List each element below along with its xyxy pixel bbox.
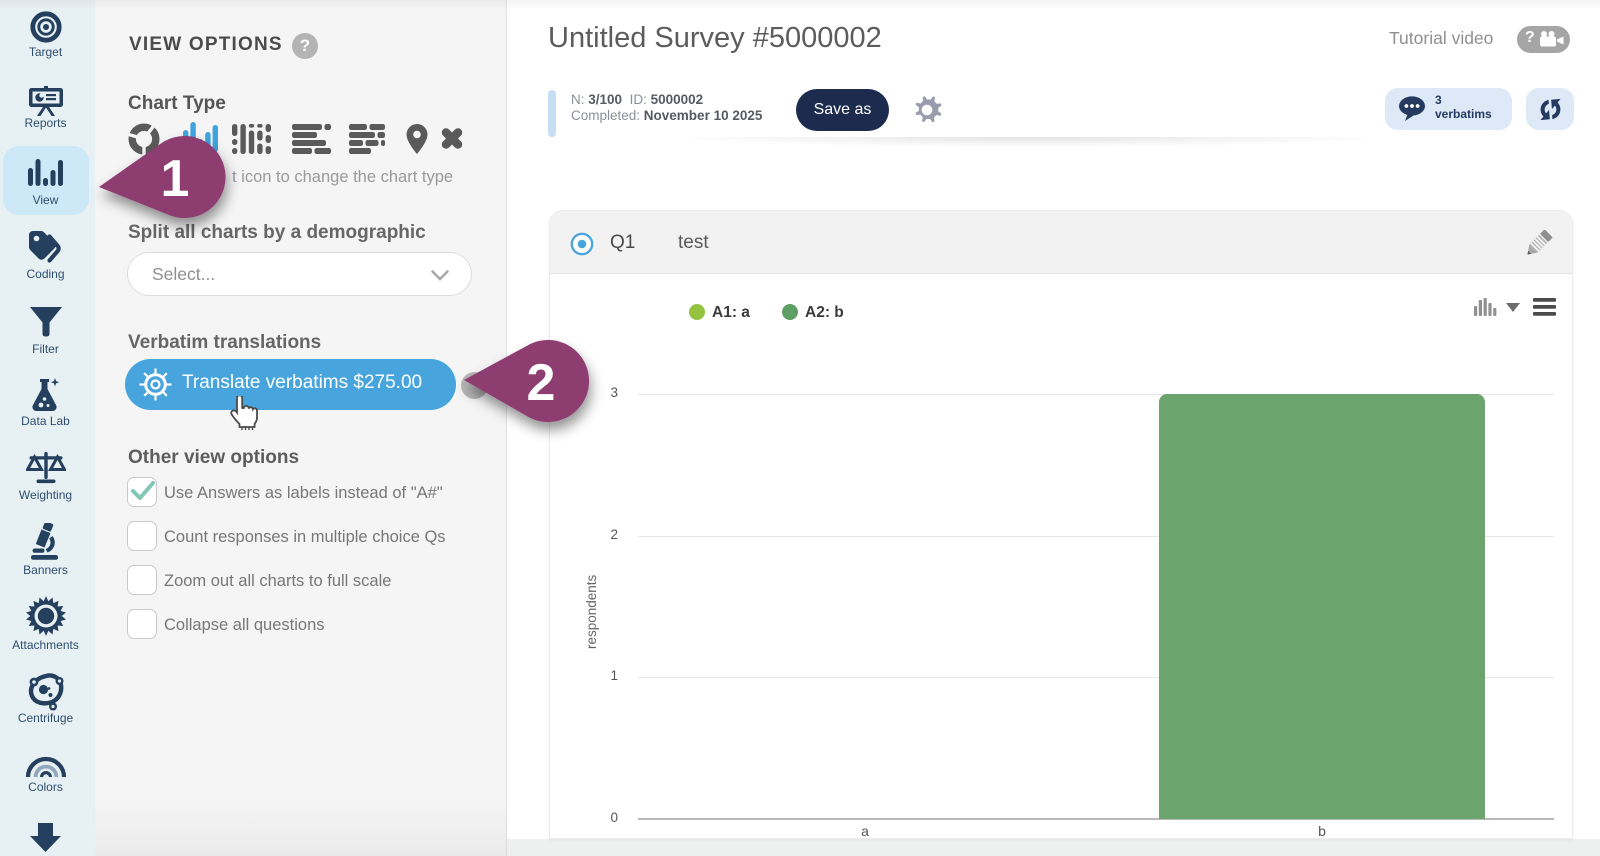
svg-text:2: 2: [527, 354, 556, 412]
svg-text:1: 1: [161, 150, 190, 208]
